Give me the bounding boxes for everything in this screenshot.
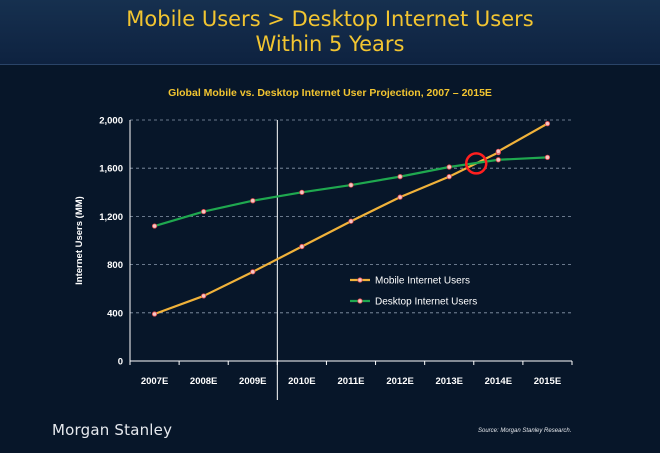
- crossover-highlight: [464, 152, 488, 175]
- data-point-desktop: [397, 174, 403, 180]
- data-point-mobile: [201, 293, 207, 299]
- data-point-desktop: [151, 223, 158, 229]
- y-axis-label: Internet Users (MM): [74, 196, 85, 285]
- slide-header: Mobile Users > Desktop Internet Users Wi…: [0, 0, 660, 65]
- data-point-mobile: [299, 243, 305, 250]
- data-point-desktop: [495, 157, 501, 163]
- x-tick-label: 2008E: [190, 376, 217, 387]
- data-point-desktop: [250, 198, 256, 204]
- legend-label: Mobile Internet Users: [375, 276, 470, 287]
- data-point-mobile: [495, 148, 501, 154]
- x-tick-label: 2010E: [288, 376, 315, 387]
- data-point-desktop: [446, 164, 452, 170]
- x-tick-label: 2007E: [141, 376, 168, 387]
- data-point-desktop: [348, 182, 354, 188]
- y-tick-label: 0: [118, 357, 123, 368]
- data-point-mobile: [446, 174, 452, 180]
- data-point-mobile: [397, 194, 403, 200]
- data-point-desktop: [201, 208, 207, 215]
- legend-marker-mobile: [357, 277, 363, 283]
- slide-title-line-2: Within 5 Years: [255, 32, 405, 56]
- chart-title: Global Mobile vs. Desktop Internet User …: [168, 87, 492, 99]
- morgan-stanley-logo: Morgan Stanley: [52, 421, 173, 439]
- data-point-mobile: [151, 311, 158, 317]
- y-tick-label: 1,600: [99, 164, 123, 175]
- x-tick-label: 2011E: [338, 376, 365, 387]
- source-note: Source: Morgan Stanley Research.: [478, 428, 572, 434]
- legend-label: Desktop Internet Users: [375, 297, 477, 308]
- series-line-desktop: [154, 156, 548, 228]
- x-tick-label: 2015E: [534, 376, 561, 387]
- y-tick-label: 2,000: [99, 116, 123, 127]
- data-point-mobile: [250, 269, 256, 275]
- slide-title-line-1: Mobile Users > Desktop Internet Users: [126, 7, 534, 31]
- y-tick-label: 1,200: [99, 212, 123, 223]
- x-tick-label: 2013E: [435, 376, 462, 387]
- y-tick-label: 400: [107, 308, 123, 319]
- chart-area: [0, 65, 660, 453]
- data-point-desktop: [544, 154, 551, 160]
- x-tick-label: 2012E: [386, 376, 413, 387]
- data-point-mobile: [544, 121, 551, 127]
- x-tick-label: 2009E: [239, 376, 266, 387]
- data-point-mobile: [348, 218, 354, 224]
- x-tick-label: 2014E: [485, 376, 512, 387]
- legend-marker-desktop: [357, 298, 363, 304]
- y-tick-label: 800: [107, 260, 123, 271]
- data-point-desktop: [299, 189, 305, 195]
